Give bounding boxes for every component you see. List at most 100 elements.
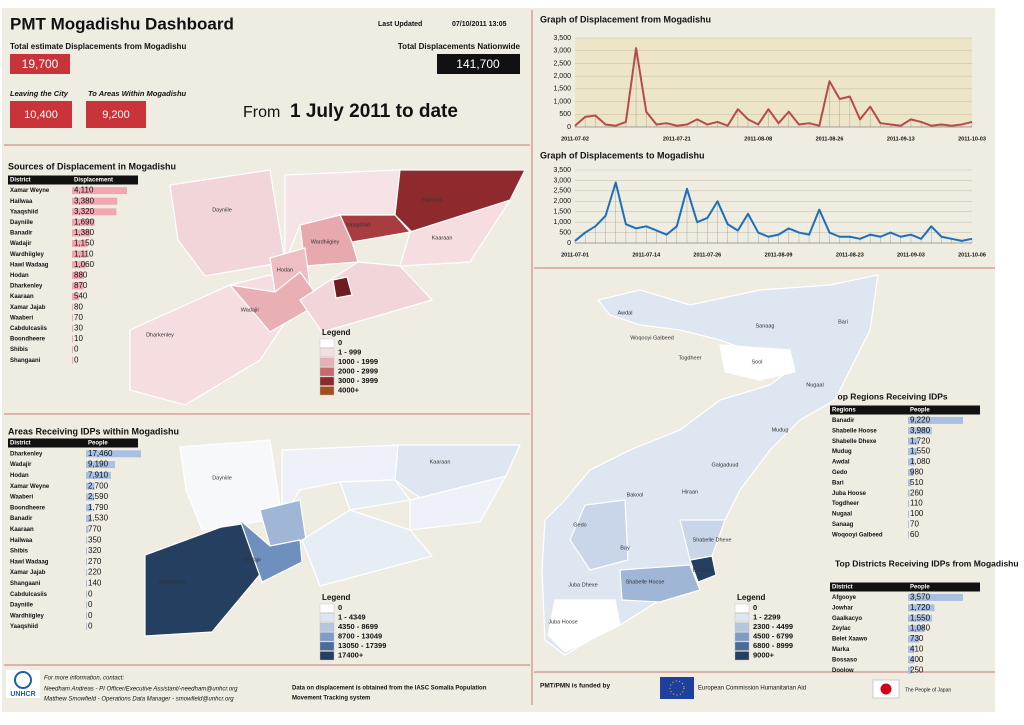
value-label: 3,320	[74, 207, 95, 216]
map-region	[399, 198, 512, 267]
row-label: Wardhiigley	[10, 252, 44, 258]
bar	[72, 356, 73, 364]
legend-label: 1 - 999	[338, 347, 361, 356]
bar	[72, 218, 95, 226]
value-label: 250	[910, 665, 924, 674]
value-label: 0	[88, 622, 93, 631]
chart-title: Graph of Displacement from Mogadishu	[540, 14, 711, 24]
bar	[72, 240, 88, 248]
value-label: 0	[88, 589, 93, 598]
row-label: Sanaag	[832, 522, 854, 528]
value-label: 0	[88, 611, 93, 620]
legend-label: 1 - 2299	[753, 612, 781, 621]
kpi-value: 10,400	[24, 109, 58, 121]
x-tick-label: 2011-09-03	[897, 252, 925, 258]
map-label: Hodan	[277, 267, 293, 273]
footer-text: Needham Andreas - PI Officer/Executive A…	[44, 687, 238, 693]
y-tick-label: 3,000	[553, 48, 571, 55]
x-tick-label: 2011-08-08	[744, 136, 772, 142]
kpi-value: 141,700	[456, 57, 500, 71]
value-label: 9,220	[910, 416, 931, 425]
row-label: Waaberi	[10, 315, 33, 321]
row-label: Cabdulcasiis	[10, 326, 48, 332]
value-label: 320	[88, 546, 102, 555]
bar	[72, 303, 74, 311]
bar	[908, 437, 919, 445]
last-updated-label: Last Updated	[378, 21, 422, 28]
bar	[908, 468, 914, 476]
row-label: Banadir	[10, 516, 33, 522]
legend-swatch	[319, 386, 335, 396]
row-label: Hailwaa	[10, 199, 33, 205]
y-tick-label: 2,000	[553, 73, 571, 80]
logo-text: UNHCR	[10, 691, 35, 698]
legend-swatch	[734, 641, 750, 651]
map-label: Wardhiigley	[311, 239, 340, 245]
row-label: Nugaal	[832, 512, 852, 518]
legend-label: 4350 - 8699	[338, 622, 378, 631]
row-label: Shangaani	[10, 358, 41, 364]
bar	[908, 593, 963, 601]
legend-title: Legend	[322, 328, 351, 337]
map-region	[238, 518, 303, 583]
chart-title: Graph of Displacements to Mogadishu	[540, 150, 705, 160]
y-tick-label: 2,500	[553, 60, 571, 67]
value-label: 1,790	[88, 503, 109, 512]
legend-label: 1000 - 1999	[338, 357, 378, 366]
bar	[72, 229, 91, 237]
legend-swatch	[734, 651, 750, 661]
bar	[72, 261, 87, 269]
legend-label: 4000+	[338, 385, 360, 394]
bar	[86, 450, 141, 458]
map-label: Mudug	[772, 427, 789, 433]
x-tick-label: 2011-07-21	[663, 136, 691, 142]
legend-label: 6800 - 8999	[753, 641, 793, 650]
map-region	[409, 475, 508, 531]
footer-text: Data on displacement is obtained from th…	[292, 686, 487, 692]
x-tick-label: 2011-10-03	[958, 136, 986, 142]
value-label: 1,110	[74, 249, 94, 258]
legend-label: 0	[338, 338, 342, 347]
map-label: Banadir	[693, 567, 712, 573]
row-label: Shabelle Dhexe	[832, 439, 877, 445]
value-label: 1,720	[910, 603, 931, 612]
value-label: 110	[910, 499, 923, 508]
map-region	[332, 276, 353, 299]
bar	[86, 590, 87, 598]
kpi-box	[10, 54, 70, 74]
value-label: 350	[88, 535, 102, 544]
footer-text: European Commission Humanitarian Aid	[698, 686, 806, 692]
bar	[86, 493, 95, 501]
map-label: Sool	[751, 359, 762, 365]
kpi-value: 9,200	[102, 109, 130, 121]
value-label: 980	[910, 468, 924, 477]
bar	[72, 293, 80, 301]
bar	[72, 197, 118, 205]
row-label: Juba Hoose	[832, 491, 867, 497]
table-header	[830, 405, 980, 415]
map-label: Galgaduud	[712, 462, 739, 468]
map-label: Hailwaa	[422, 197, 443, 203]
kpi-box	[437, 54, 520, 74]
value-label: 30	[74, 324, 83, 333]
bar	[908, 427, 932, 435]
map-label: Wadajir	[241, 307, 260, 313]
footer-text: PMT/PMN is funded by	[540, 683, 610, 690]
bar	[908, 531, 909, 539]
section-title: Areas Receiving IDPs within Mogadishu	[8, 426, 179, 436]
map-region	[679, 519, 726, 561]
row-label: Hodan	[10, 473, 29, 479]
table-header-label: Regions	[832, 408, 856, 414]
footer-text: For more information, contact:	[44, 676, 124, 682]
kpi-box	[86, 101, 146, 128]
x-tick-label: 2011-08-26	[816, 136, 844, 142]
table-header-label: Displacement	[74, 178, 113, 184]
y-tick-label: 1,500	[553, 209, 571, 216]
table-header	[8, 175, 138, 185]
row-label: Shabelle Hoose	[832, 428, 877, 434]
map-label: Bakool	[627, 492, 644, 498]
map-label: Nugaal	[806, 382, 823, 388]
row-label: Kaaraan	[10, 527, 34, 533]
value-label: 1,150	[74, 239, 95, 248]
